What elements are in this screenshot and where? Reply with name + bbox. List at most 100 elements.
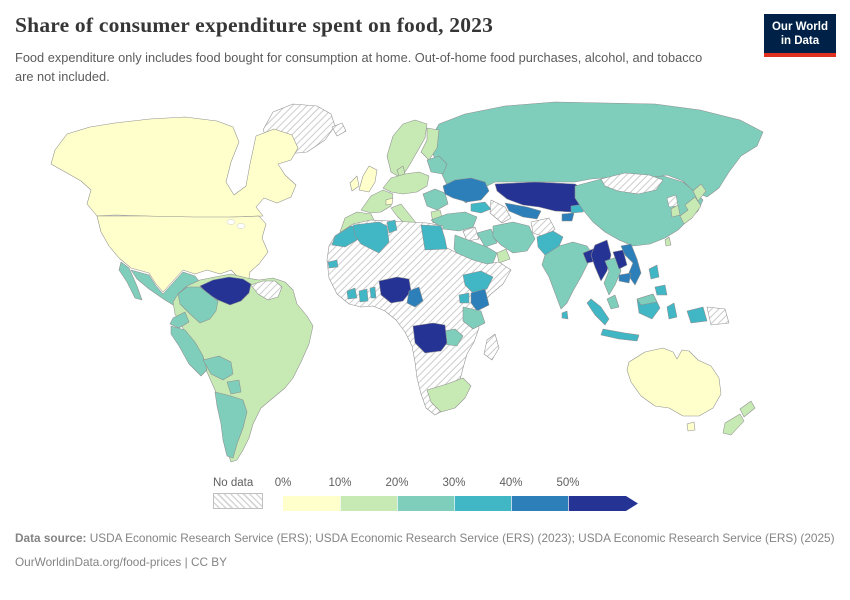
world-map-svg <box>50 101 764 463</box>
country-kenya[interactable] <box>470 288 490 312</box>
country-tasmania[interactable] <box>686 421 696 432</box>
country-canada[interactable] <box>50 116 299 219</box>
owid-logo-line2: in Data <box>780 35 820 48</box>
country-cote-divoire[interactable] <box>346 287 358 300</box>
country-benin[interactable] <box>369 286 377 299</box>
country-india[interactable] <box>541 241 594 310</box>
country-turkmenistan[interactable] <box>489 199 512 224</box>
country-japan-hokkaido[interactable] <box>692 183 707 202</box>
country-australia[interactable] <box>626 347 722 417</box>
country-china[interactable] <box>574 175 704 247</box>
country-uganda[interactable] <box>458 292 470 304</box>
country-south-korea[interactable] <box>670 204 681 218</box>
country-mexico-baja[interactable] <box>118 261 143 301</box>
country-caucasus[interactable] <box>470 201 492 214</box>
country-iceland[interactable] <box>331 122 347 137</box>
country-ukraine[interactable] <box>442 177 490 203</box>
country-angola[interactable] <box>412 322 448 354</box>
data-source-line: Data source: USDA Economic Research Serv… <box>15 530 837 548</box>
country-philippines-mindanao[interactable] <box>654 284 668 296</box>
country-philippines-luzon[interactable] <box>648 264 660 280</box>
country-morocco[interactable] <box>331 225 362 248</box>
country-tanzania[interactable] <box>462 306 486 330</box>
country-indonesia-sumatra[interactable] <box>586 298 610 326</box>
country-senegal[interactable] <box>327 259 339 269</box>
country-ethiopia[interactable] <box>462 270 494 294</box>
country-tunisia[interactable] <box>386 219 398 234</box>
country-japan-honshu[interactable] <box>679 196 702 225</box>
country-vietnam[interactable] <box>620 243 642 286</box>
country-ghana[interactable] <box>358 288 369 303</box>
country-guyanas[interactable] <box>250 280 283 301</box>
country-oman[interactable] <box>496 248 511 264</box>
country-iraq[interactable] <box>476 228 498 248</box>
lake-great-lakes-west <box>226 219 236 225</box>
legend-no-data-swatch[interactable] <box>213 493 263 509</box>
country-malaysia-peninsula[interactable] <box>606 294 620 310</box>
legend-tick-label: 10% <box>328 477 352 489</box>
country-syria[interactable] <box>462 226 480 242</box>
country-mongolia[interactable] <box>600 172 664 195</box>
data-source-text: USDA Economic Research Service (ERS); US… <box>86 531 835 545</box>
country-cambodia[interactable] <box>618 272 632 284</box>
legend-segment-20-30%[interactable] <box>397 496 454 511</box>
legend-tick-label: 20% <box>385 477 409 489</box>
country-ireland[interactable] <box>349 175 360 192</box>
country-cameroon[interactable] <box>406 286 424 308</box>
country-bolivia[interactable] <box>202 355 234 381</box>
country-indonesia-java[interactable] <box>600 328 640 342</box>
legend-tick-label: 50% <box>556 477 580 489</box>
country-indonesia-sulawesi[interactable] <box>666 302 678 320</box>
chart-footer: Data source: USDA Economic Research Serv… <box>15 530 837 571</box>
legend-segment-0-10%[interactable] <box>283 496 340 511</box>
country-ecuador[interactable] <box>169 311 190 329</box>
country-laos[interactable] <box>612 249 628 270</box>
country-central-europe[interactable] <box>382 171 430 195</box>
country-baltics-belarus[interactable] <box>426 155 448 175</box>
country-nigeria[interactable] <box>378 276 412 304</box>
country-switzerland[interactable] <box>385 197 394 206</box>
country-malaysia-borneo[interactable] <box>636 293 658 306</box>
country-uzbekistan[interactable] <box>504 202 542 220</box>
country-tajikistan[interactable] <box>561 212 575 222</box>
lake-great-lakes-east <box>236 223 246 229</box>
country-taiwan[interactable] <box>664 236 672 247</box>
country-venezuela[interactable] <box>199 276 252 306</box>
legend-no-data-label: No data <box>213 477 254 489</box>
legend-no-data: No data <box>213 477 263 509</box>
country-iran[interactable] <box>492 221 536 254</box>
legend-segment-10-20%[interactable] <box>340 496 397 511</box>
legend-segment-30-40%[interactable] <box>454 496 511 511</box>
owid-logo[interactable]: Our World in Data <box>763 14 836 57</box>
legend-tick-label: 0% <box>274 477 292 489</box>
chart-subtitle: Food expenditure only includes food boug… <box>15 50 703 84</box>
country-united-kingdom[interactable] <box>358 165 378 193</box>
world-choropleth-map <box>35 94 815 472</box>
country-papua-new-guinea[interactable] <box>706 306 730 326</box>
country-united-states[interactable] <box>96 215 269 293</box>
country-peru[interactable] <box>170 325 208 377</box>
country-indonesia-papua[interactable] <box>686 306 708 324</box>
country-sri-lanka[interactable] <box>561 310 569 320</box>
country-egypt[interactable] <box>420 224 448 251</box>
legend-tick-label: 30% <box>442 477 466 489</box>
legend-segment-40-50%[interactable] <box>511 496 568 511</box>
country-argentina[interactable] <box>214 391 248 459</box>
country-madagascar[interactable] <box>483 333 500 361</box>
page-title: Share of consumer expenditure spent on f… <box>15 13 494 37</box>
country-brazil[interactable] <box>172 273 314 463</box>
country-kazakhstan[interactable] <box>494 181 588 213</box>
country-algeria[interactable] <box>352 221 390 254</box>
country-paraguay[interactable] <box>226 379 242 395</box>
legend-segment-50%+[interactable] <box>568 496 638 511</box>
country-myanmar[interactable] <box>590 239 612 282</box>
country-new-zealand-north[interactable] <box>739 400 756 418</box>
country-scandinavia[interactable] <box>386 119 428 179</box>
data-source-label: Data source: <box>15 531 87 545</box>
country-south-africa[interactable] <box>426 377 472 413</box>
license-link[interactable]: OurWorldinData.org/food-prices | CC BY <box>15 554 227 569</box>
country-balkans[interactable] <box>422 188 449 211</box>
country-new-zealand-south[interactable] <box>722 413 745 436</box>
country-colombia[interactable] <box>177 286 219 324</box>
owid-logo-line1: Our World <box>771 21 828 33</box>
